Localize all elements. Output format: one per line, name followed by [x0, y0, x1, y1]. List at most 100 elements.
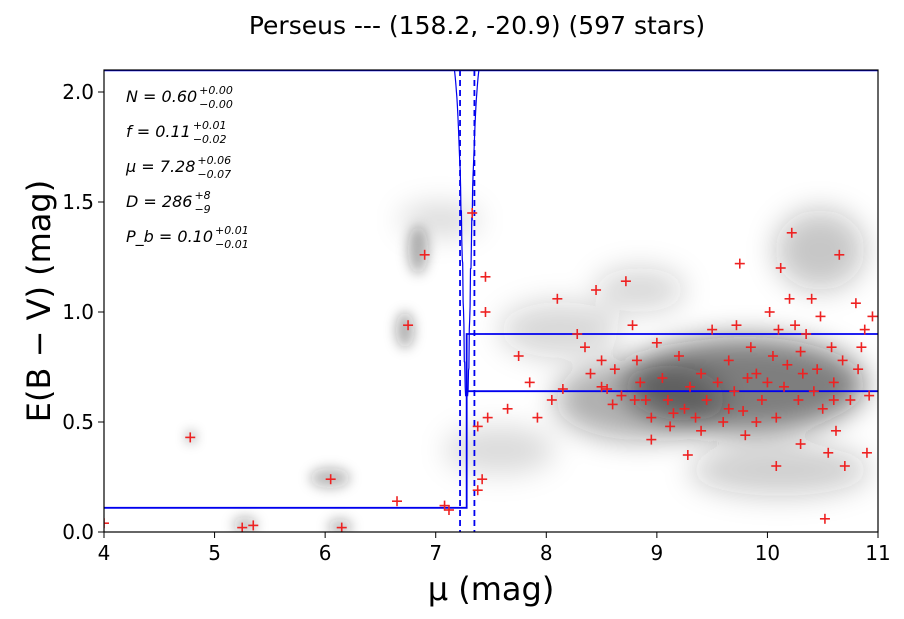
star-marker	[482, 412, 493, 423]
star-marker	[609, 364, 620, 375]
star-marker	[864, 390, 875, 401]
fit-parameter-upper-error: +0.06	[197, 154, 231, 167]
star-marker	[616, 390, 627, 401]
star-markers	[104, 208, 878, 532]
fit-parameter-lower-error: −0.01	[215, 238, 249, 251]
star-marker	[806, 293, 817, 304]
star-marker	[679, 403, 690, 414]
star-marker	[392, 496, 403, 507]
star-marker	[861, 447, 872, 458]
star-marker	[662, 395, 673, 405]
star-marker	[696, 425, 707, 436]
star-marker	[756, 395, 767, 405]
fit-parameter: f = 0.11	[126, 122, 191, 141]
fit-parameter-lower-error: −0.07	[197, 168, 231, 181]
fit-parameter-upper-error: +0.00	[199, 84, 233, 97]
star-marker	[729, 386, 740, 397]
star-marker	[850, 298, 861, 309]
x-tick-label: 7	[429, 541, 442, 565]
star-marker	[513, 351, 524, 361]
star-marker	[472, 421, 483, 432]
star-marker	[602, 384, 613, 394]
star-marker	[771, 461, 782, 471]
star-marker	[839, 461, 850, 471]
star-marker	[596, 381, 607, 392]
star-marker	[439, 500, 450, 511]
star-marker	[856, 342, 867, 353]
x-tick-label: 8	[540, 541, 553, 565]
star-marker	[472, 485, 483, 496]
star-marker	[579, 342, 590, 353]
probability-curve	[453, 70, 480, 397]
x-axis-label: μ (mag)	[428, 570, 555, 608]
star-marker	[853, 364, 864, 375]
star-marker	[779, 381, 790, 392]
x-tick-label: 5	[208, 541, 221, 565]
star-marker	[443, 505, 454, 515]
star-marker	[673, 351, 684, 361]
star-marker	[867, 311, 878, 322]
star-marker	[237, 522, 248, 532]
star-marker	[712, 377, 723, 388]
star-marker	[773, 324, 784, 335]
star-marker	[585, 368, 596, 379]
y-tick-label: 1.0	[62, 300, 94, 324]
star-marker	[764, 307, 775, 317]
star-marker	[812, 364, 823, 375]
star-marker	[795, 439, 806, 449]
star-marker	[532, 412, 543, 423]
star-marker	[480, 307, 491, 317]
star-marker	[631, 355, 642, 366]
star-marker	[751, 417, 762, 427]
fit-parameter-upper-error: +0.01	[215, 224, 249, 237]
star-marker	[828, 395, 839, 405]
star-marker	[795, 346, 806, 357]
star-marker	[185, 432, 196, 443]
plot-frame	[103, 69, 879, 533]
star-marker	[797, 368, 808, 379]
star-marker	[668, 408, 679, 419]
star-marker	[104, 518, 109, 529]
star-marker	[775, 263, 786, 273]
fit-parameter-lower-error: −9	[194, 203, 210, 216]
star-marker	[731, 320, 742, 331]
star-marker	[808, 386, 819, 397]
fit-parameter: N = 0.60	[126, 87, 197, 106]
star-marker	[701, 395, 712, 405]
star-marker	[793, 395, 804, 405]
y-axis-label: E(B − V) (mag)	[20, 180, 58, 422]
star-marker	[325, 474, 336, 485]
y-tick-label: 0.0	[62, 520, 94, 544]
fit-parameter: D = 286	[126, 192, 192, 211]
star-marker	[782, 359, 793, 370]
star-marker	[627, 320, 638, 331]
star-marker	[859, 324, 870, 335]
star-marker	[546, 395, 557, 405]
star-marker	[596, 355, 607, 366]
stellar-density-background	[188, 204, 870, 532]
star-marker	[815, 311, 826, 322]
x-tick-label: 11	[865, 541, 890, 565]
star-marker	[784, 293, 795, 304]
star-marker	[826, 342, 837, 353]
star-marker	[751, 368, 762, 379]
fit-parameter-upper-error: +0.01	[193, 119, 227, 132]
star-marker	[845, 395, 856, 405]
star-marker	[651, 337, 662, 348]
star-marker	[248, 520, 259, 531]
fit-parameter-upper-error: +8	[194, 189, 210, 202]
star-marker	[819, 513, 830, 524]
star-marker	[786, 227, 797, 238]
star-marker	[723, 403, 734, 414]
star-marker	[665, 421, 676, 432]
star-marker	[742, 373, 753, 383]
star-marker	[591, 285, 602, 295]
star-marker	[723, 355, 734, 366]
star-marker	[467, 208, 478, 218]
step-model-upper	[104, 333, 878, 509]
y-tick-label: 1.5	[62, 190, 94, 214]
fit-parameter: μ = 7.28	[125, 157, 195, 176]
star-marker	[771, 412, 782, 423]
star-marker	[696, 368, 707, 379]
